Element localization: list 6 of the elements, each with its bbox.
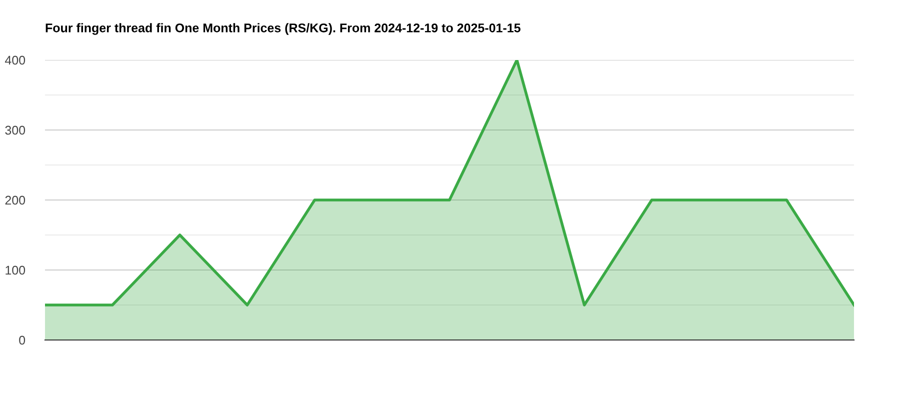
chart-title: Four finger thread fin One Month Prices (RS/KG). From 2024-12-19 to 2025-01-15 (46, 23, 520, 35)
y-tick-label: 200 (5, 196, 26, 205)
y-tick-label: 0 (19, 336, 26, 345)
y-tick-label: 400 (4, 56, 26, 65)
y-tick-label: 300 (5, 126, 26, 135)
y-tick-label: 100 (6, 266, 26, 275)
